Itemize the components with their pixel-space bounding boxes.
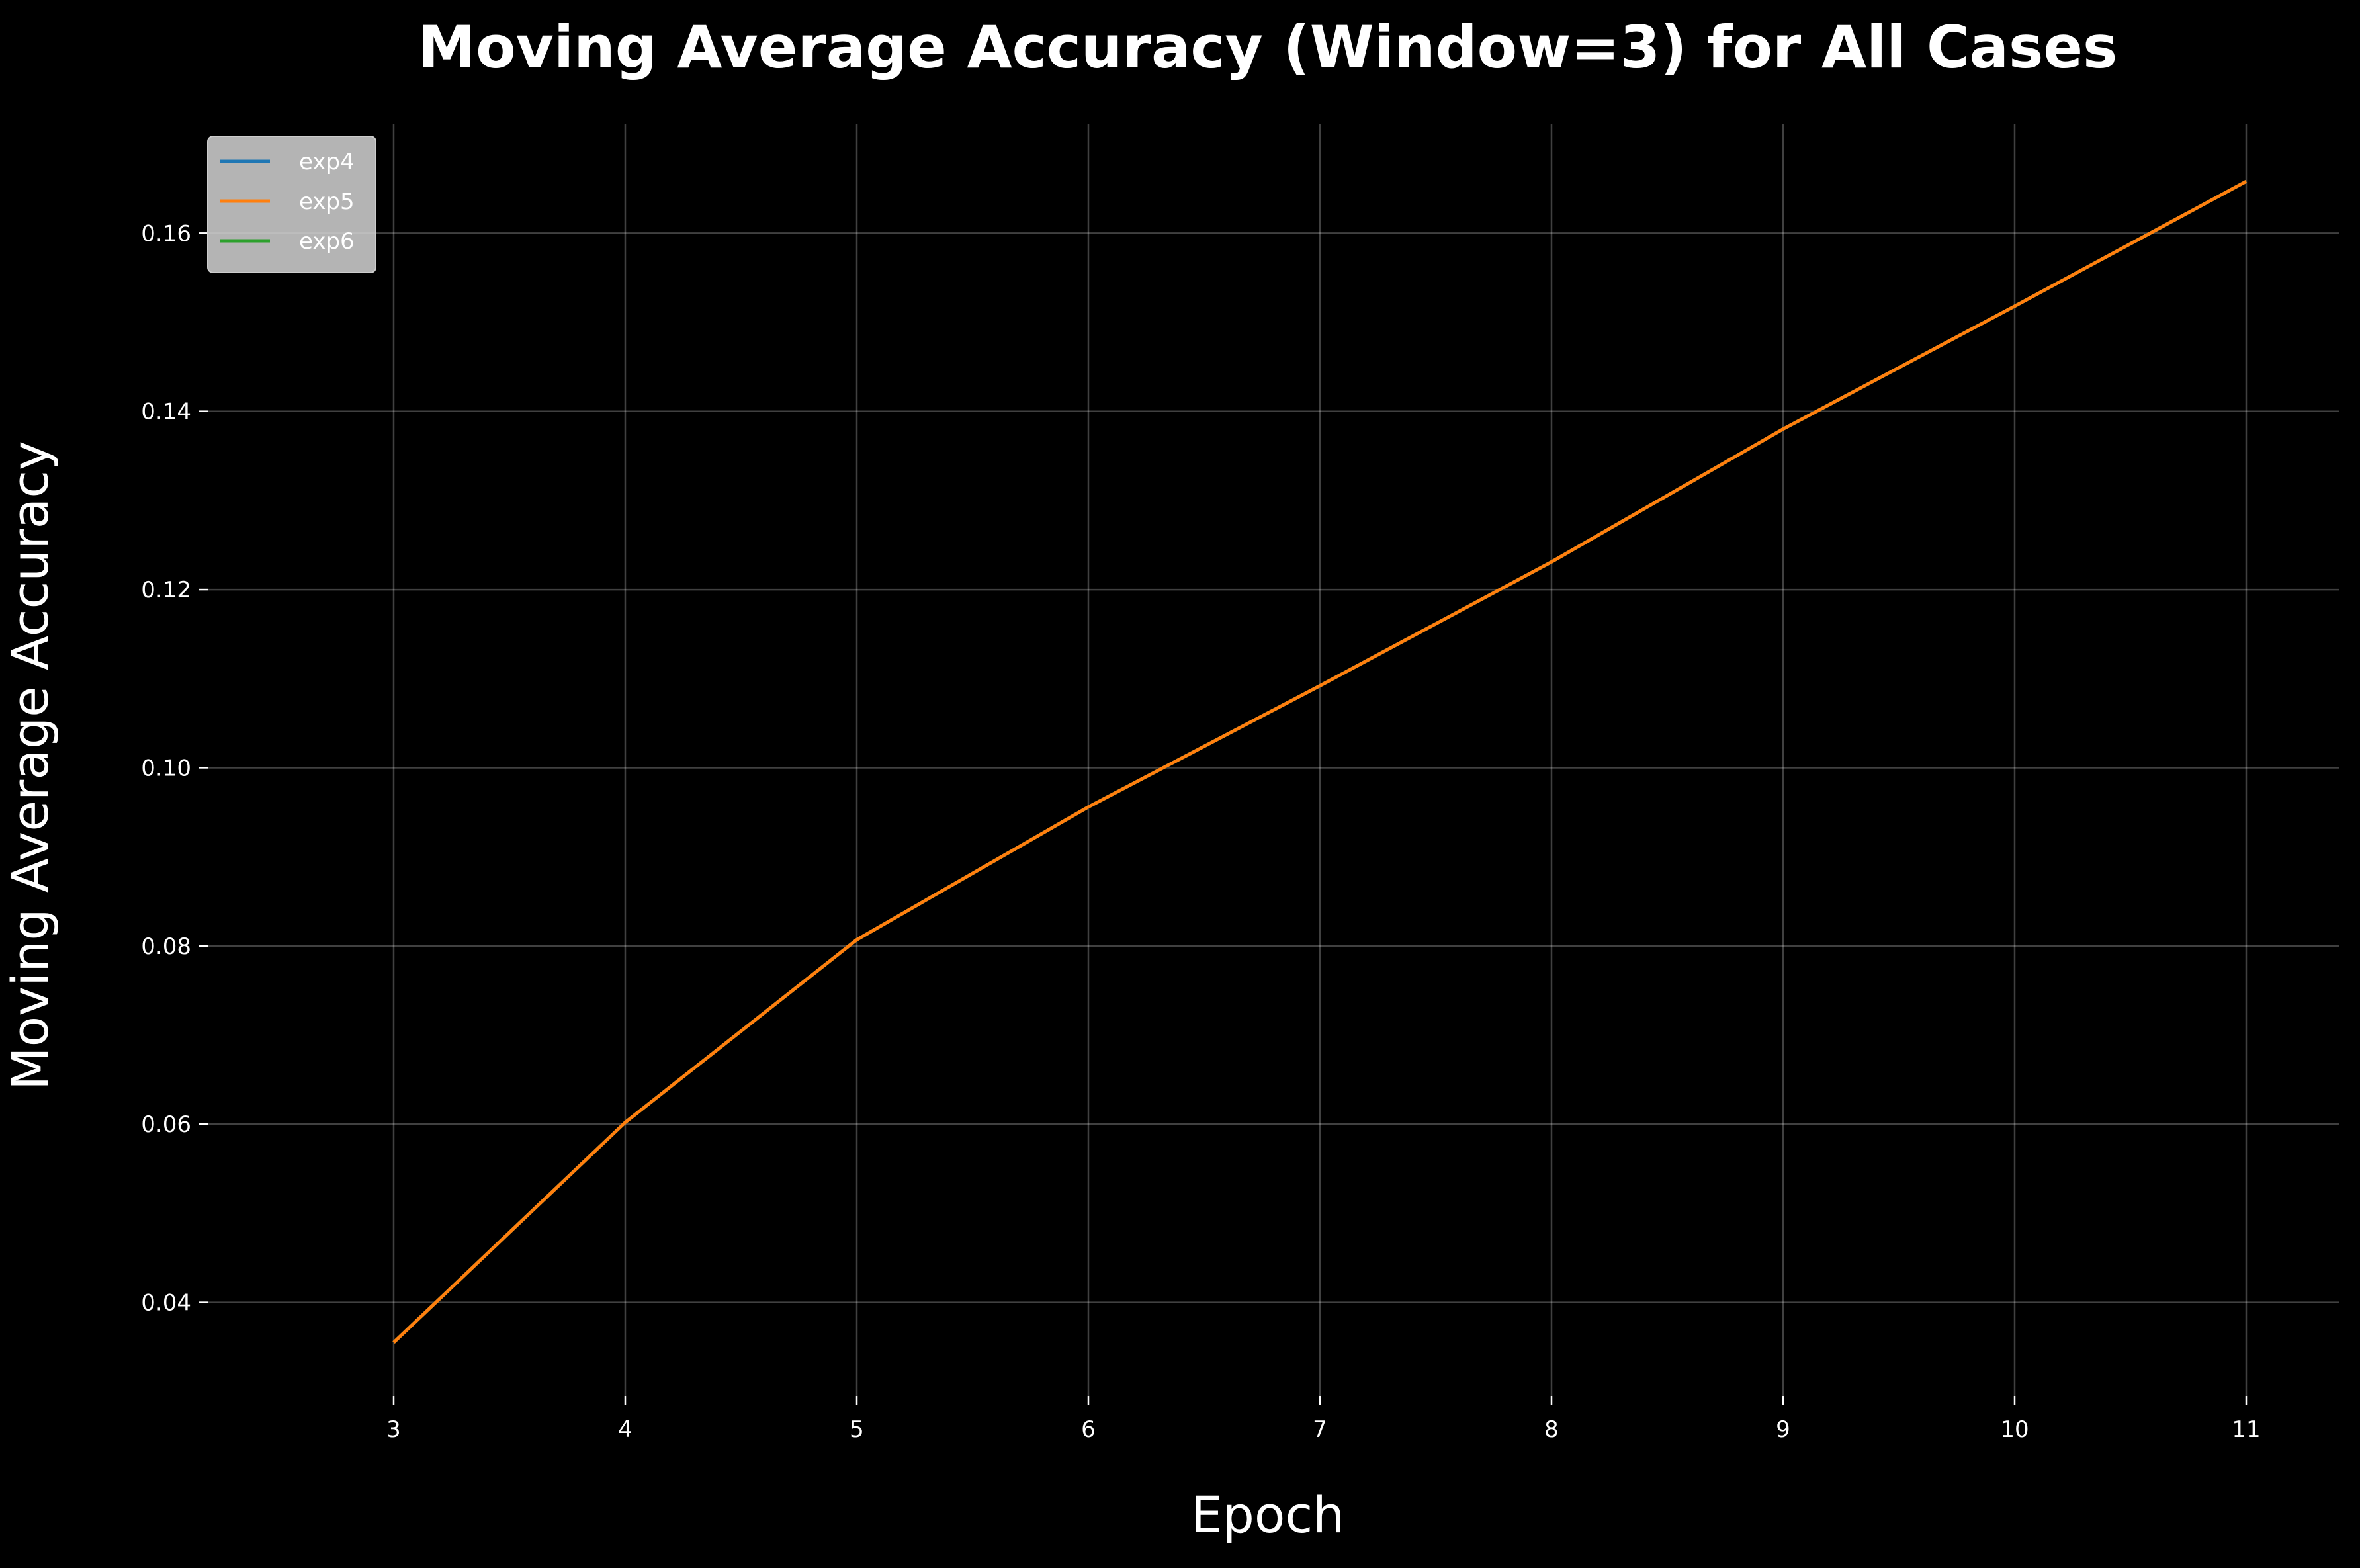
- x-tick-label: 4: [618, 1416, 633, 1443]
- x-tick-label: 7: [1313, 1416, 1327, 1443]
- y-tick-label: 0.06: [141, 1111, 191, 1138]
- grid-layer: [208, 124, 2339, 1396]
- legend-label-exp4: exp4: [299, 149, 355, 175]
- x-tick-label: 9: [1776, 1416, 1790, 1443]
- chart-title: Moving Average Accuracy (Window=3) for A…: [418, 13, 2118, 81]
- legend-label-exp6: exp6: [299, 228, 355, 255]
- tick-layer: 3 4 5 6 7 8 9 10 11 0.04 0.06 0.08 0.10 0.12 0.14 0.16: [141, 220, 2260, 1443]
- legend: exp4 exp5 exp6: [207, 136, 376, 273]
- x-tick-label: 10: [2000, 1416, 2029, 1443]
- x-axis-label: Epoch: [1191, 1485, 1345, 1544]
- x-tick-label: 6: [1081, 1416, 1096, 1443]
- y-tick-label: 0.14: [141, 399, 191, 425]
- y-tick-label: 0.08: [141, 934, 191, 960]
- x-tick-label: 8: [1544, 1416, 1559, 1443]
- y-tick-label: 0.10: [141, 755, 191, 781]
- x-tick-label: 3: [386, 1416, 401, 1443]
- x-tick-label: 11: [2232, 1416, 2260, 1443]
- series-line-exp5: [392, 179, 2248, 1344]
- y-axis-label: Moving Average Accuracy: [1, 441, 60, 1090]
- series-layer: [392, 179, 2248, 1344]
- legend-box: [207, 136, 376, 273]
- y-tick-label: 0.04: [141, 1290, 191, 1317]
- y-tick-label: 0.16: [141, 220, 191, 247]
- x-tick-label: 5: [850, 1416, 864, 1443]
- legend-label-exp5: exp5: [299, 189, 355, 215]
- y-tick-label: 0.12: [141, 577, 191, 603]
